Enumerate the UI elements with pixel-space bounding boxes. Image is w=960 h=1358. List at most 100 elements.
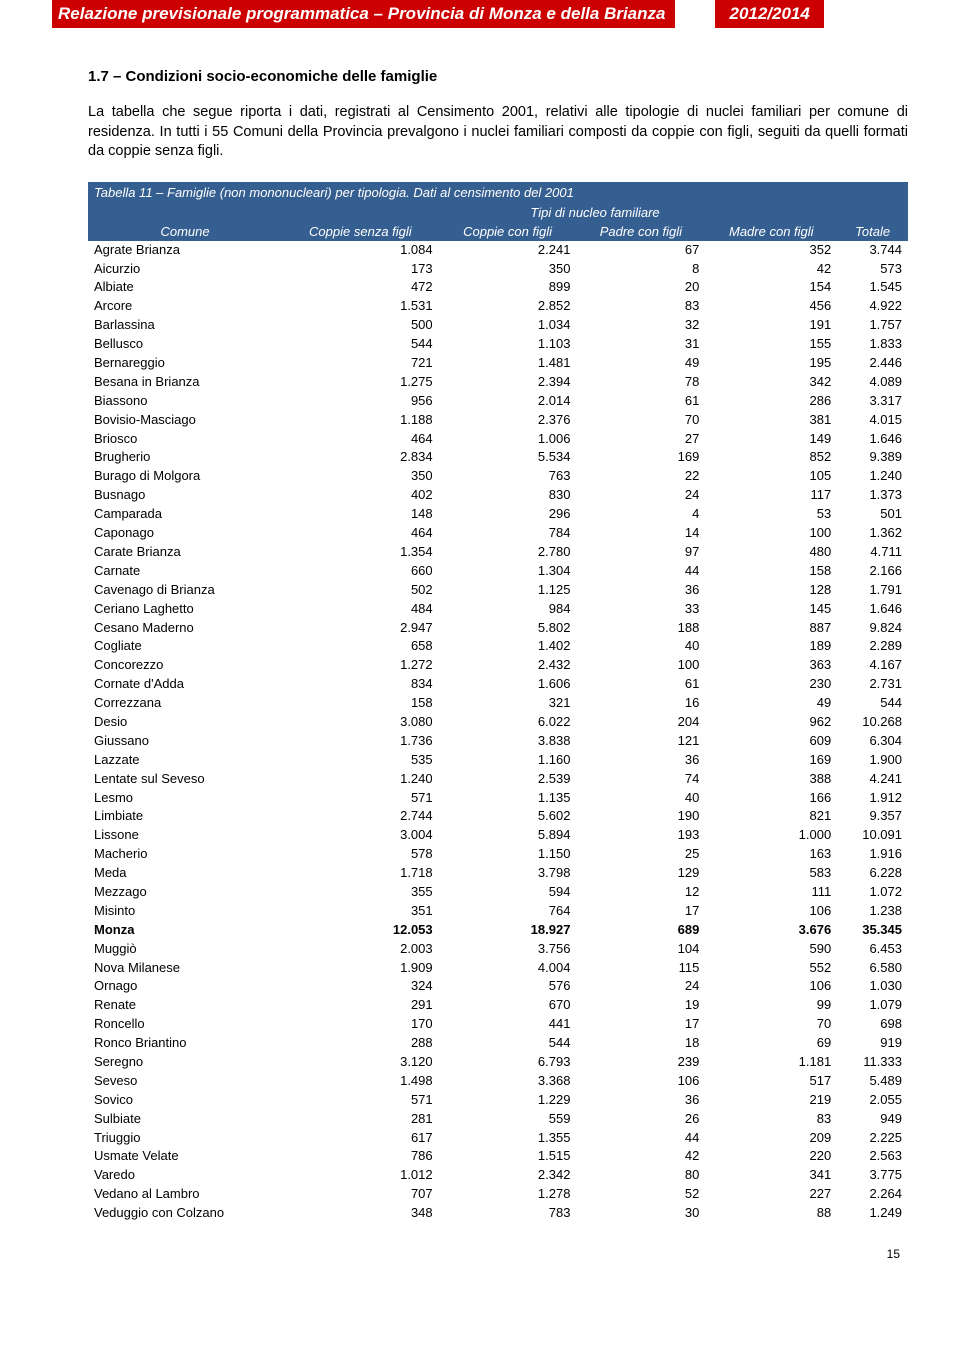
cell-value: 887	[705, 619, 837, 638]
cell-comune: Concorezzo	[88, 656, 282, 675]
cell-value: 1.646	[837, 430, 908, 449]
cell-value: 381	[705, 411, 837, 430]
cell-value: 189	[705, 637, 837, 656]
table-row: Ronco Briantino2885441869919	[88, 1034, 908, 1053]
cell-comune: Barlassina	[88, 316, 282, 335]
cell-value: 22	[576, 467, 705, 486]
cell-comune: Bernareggio	[88, 354, 282, 373]
cell-value: 480	[705, 543, 837, 562]
cell-value: 53	[705, 505, 837, 524]
cell-value: 4.015	[837, 411, 908, 430]
cell-value: 4.167	[837, 656, 908, 675]
cell-value: 658	[282, 637, 439, 656]
cell-value: 949	[837, 1110, 908, 1129]
cell-value: 6.580	[837, 959, 908, 978]
cell-value: 689	[576, 921, 705, 940]
table-row: Renate29167019991.079	[88, 996, 908, 1015]
cell-value: 6.228	[837, 864, 908, 883]
cell-value: 10.268	[837, 713, 908, 732]
cell-value: 2.289	[837, 637, 908, 656]
cell-value: 1.238	[837, 902, 908, 921]
cell-value: 191	[705, 316, 837, 335]
cell-value: 2.166	[837, 562, 908, 581]
table-row: Nova Milanese1.9094.0041155526.580	[88, 959, 908, 978]
cell-value: 88	[705, 1204, 837, 1223]
cell-comune: Muggiò	[88, 940, 282, 959]
table-row: Veduggio con Colzano34878330881.249	[88, 1204, 908, 1223]
cell-value: 20	[576, 278, 705, 297]
table-row: Bernareggio7211.481491952.446	[88, 354, 908, 373]
cell-value: 145	[705, 600, 837, 619]
cell-value: 3.744	[837, 241, 908, 260]
cell-comune: Cogliate	[88, 637, 282, 656]
cell-value: 3.775	[837, 1166, 908, 1185]
cell-value: 42	[705, 260, 837, 279]
cell-value: 2.539	[439, 770, 577, 789]
cell-value: 169	[705, 751, 837, 770]
cell-value: 4.922	[837, 297, 908, 316]
cell-value: 12.053	[282, 921, 439, 940]
cell-comune: Lesmo	[88, 789, 282, 808]
table-row: Besana in Brianza1.2752.394783424.089	[88, 373, 908, 392]
table-row: Seveso1.4983.3681065175.489	[88, 1072, 908, 1091]
table-row: Briosco4641.006271491.646	[88, 430, 908, 449]
cell-comune: Busnago	[88, 486, 282, 505]
cell-value: 148	[282, 505, 439, 524]
cell-value: 227	[705, 1185, 837, 1204]
cell-value: 106	[705, 977, 837, 996]
cell-value: 5.602	[439, 807, 577, 826]
header-title-left: Relazione previsionale programmatica – P…	[52, 0, 675, 28]
table-row: Brugherio2.8345.5341698529.389	[88, 448, 908, 467]
cell-value: 40	[576, 637, 705, 656]
table-row: Bovisio-Masciago1.1882.376703814.015	[88, 411, 908, 430]
cell-value: 104	[576, 940, 705, 959]
cell-value: 590	[705, 940, 837, 959]
cell-value: 291	[282, 996, 439, 1015]
table-row: Ceriano Laghetto484984331451.646	[88, 600, 908, 619]
table-row: Usmate Velate7861.515422202.563	[88, 1147, 908, 1166]
cell-value: 350	[439, 260, 577, 279]
cell-value: 4.711	[837, 543, 908, 562]
cell-value: 583	[705, 864, 837, 883]
cell-value: 3.368	[439, 1072, 577, 1091]
table-row: Albiate472899201541.545	[88, 278, 908, 297]
table-row: Biassono9562.014612863.317	[88, 392, 908, 411]
cell-value: 1.072	[837, 883, 908, 902]
cell-value: 1.531	[282, 297, 439, 316]
cell-value: 571	[282, 1091, 439, 1110]
cell-value: 559	[439, 1110, 577, 1129]
cell-value: 670	[439, 996, 577, 1015]
cell-comune: Albiate	[88, 278, 282, 297]
cell-comune: Misinto	[88, 902, 282, 921]
table-row: Barlassina5001.034321911.757	[88, 316, 908, 335]
cell-value: 594	[439, 883, 577, 902]
cell-value: 52	[576, 1185, 705, 1204]
cell-value: 956	[282, 392, 439, 411]
cell-value: 544	[282, 335, 439, 354]
cell-value: 660	[282, 562, 439, 581]
cell-value: 44	[576, 1129, 705, 1148]
cell-value: 1.125	[439, 581, 577, 600]
cell-value: 11.333	[837, 1053, 908, 1072]
cell-value: 578	[282, 845, 439, 864]
table-row: Cornate d'Adda8341.606612302.731	[88, 675, 908, 694]
cell-value: 1.229	[439, 1091, 577, 1110]
cell-value: 609	[705, 732, 837, 751]
cell-value: 1.362	[837, 524, 908, 543]
cell-value: 44	[576, 562, 705, 581]
table-row: Lentate sul Seveso1.2402.539743884.241	[88, 770, 908, 789]
cell-value: 17	[576, 1015, 705, 1034]
cell-value: 193	[576, 826, 705, 845]
cell-value: 3.676	[705, 921, 837, 940]
cell-comune: Seregno	[88, 1053, 282, 1072]
cell-value: 128	[705, 581, 837, 600]
cell-value: 2.432	[439, 656, 577, 675]
cell-value: 105	[705, 467, 837, 486]
cell-value: 1.718	[282, 864, 439, 883]
cell-value: 99	[705, 996, 837, 1015]
cell-value: 83	[705, 1110, 837, 1129]
cell-value: 4.004	[439, 959, 577, 978]
cell-value: 388	[705, 770, 837, 789]
cell-value: 3.317	[837, 392, 908, 411]
cell-value: 784	[439, 524, 577, 543]
